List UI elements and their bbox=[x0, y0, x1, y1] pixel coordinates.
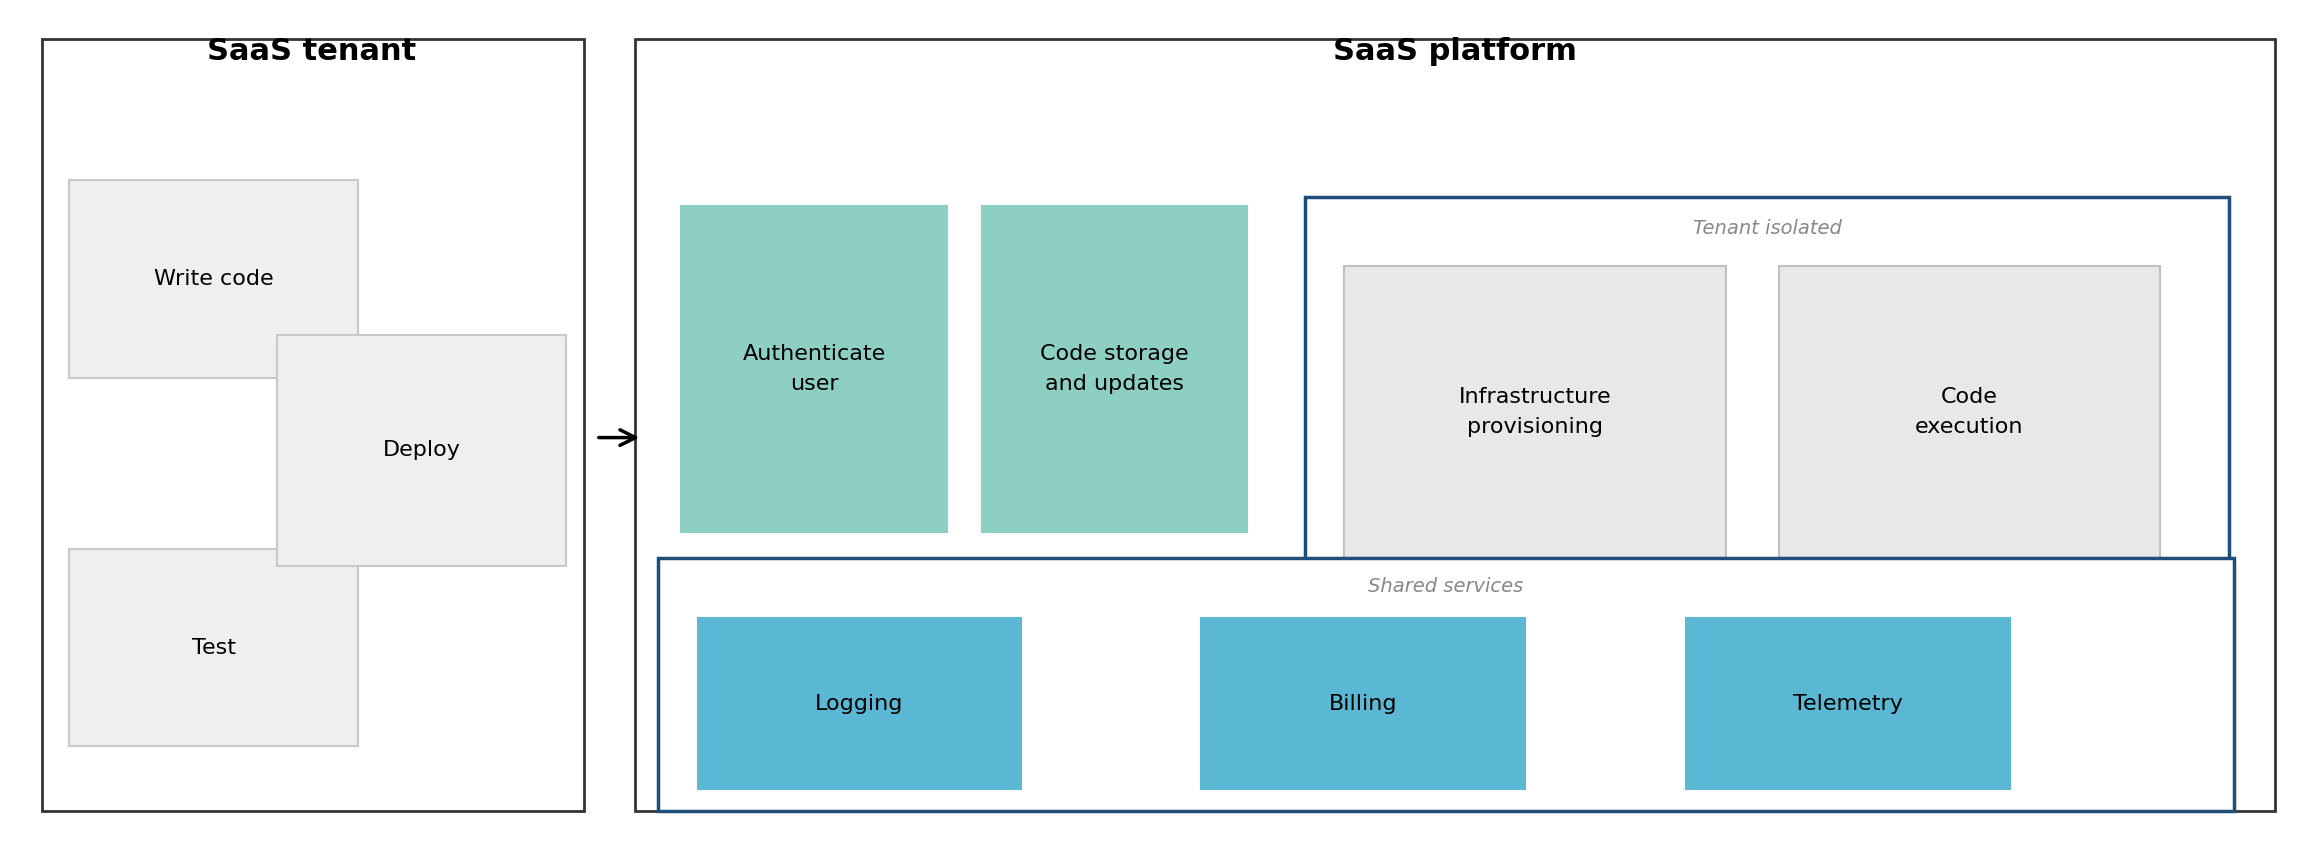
Text: Deploy: Deploy bbox=[383, 440, 460, 461]
Text: Code storage
and updates: Code storage and updates bbox=[1040, 344, 1190, 394]
FancyBboxPatch shape bbox=[681, 206, 947, 532]
FancyBboxPatch shape bbox=[1779, 266, 2160, 558]
Text: Code
execution: Code execution bbox=[1915, 387, 2024, 437]
FancyBboxPatch shape bbox=[982, 206, 1247, 532]
Text: Logging: Logging bbox=[815, 693, 903, 714]
Text: Infrastructure
provisioning: Infrastructure provisioning bbox=[1458, 387, 1612, 437]
FancyBboxPatch shape bbox=[69, 180, 358, 378]
Text: Authenticate
user: Authenticate user bbox=[742, 344, 887, 394]
Text: SaaS tenant: SaaS tenant bbox=[208, 37, 416, 66]
FancyBboxPatch shape bbox=[69, 549, 358, 746]
Text: Write code: Write code bbox=[155, 269, 273, 289]
Text: SaaS platform: SaaS platform bbox=[1333, 37, 1578, 66]
FancyBboxPatch shape bbox=[1201, 618, 1525, 789]
Text: Telemetry: Telemetry bbox=[1793, 693, 1903, 714]
Text: Billing: Billing bbox=[1328, 693, 1398, 714]
FancyBboxPatch shape bbox=[277, 335, 566, 566]
FancyBboxPatch shape bbox=[658, 558, 2234, 811]
FancyBboxPatch shape bbox=[1305, 197, 2229, 583]
Text: Test: Test bbox=[192, 637, 236, 658]
FancyBboxPatch shape bbox=[635, 39, 2275, 811]
FancyBboxPatch shape bbox=[698, 618, 1021, 789]
FancyBboxPatch shape bbox=[1686, 618, 2010, 789]
FancyBboxPatch shape bbox=[42, 39, 584, 811]
Text: Tenant isolated: Tenant isolated bbox=[1693, 219, 1841, 238]
FancyBboxPatch shape bbox=[1344, 266, 1726, 558]
Text: Shared services: Shared services bbox=[1368, 577, 1525, 595]
